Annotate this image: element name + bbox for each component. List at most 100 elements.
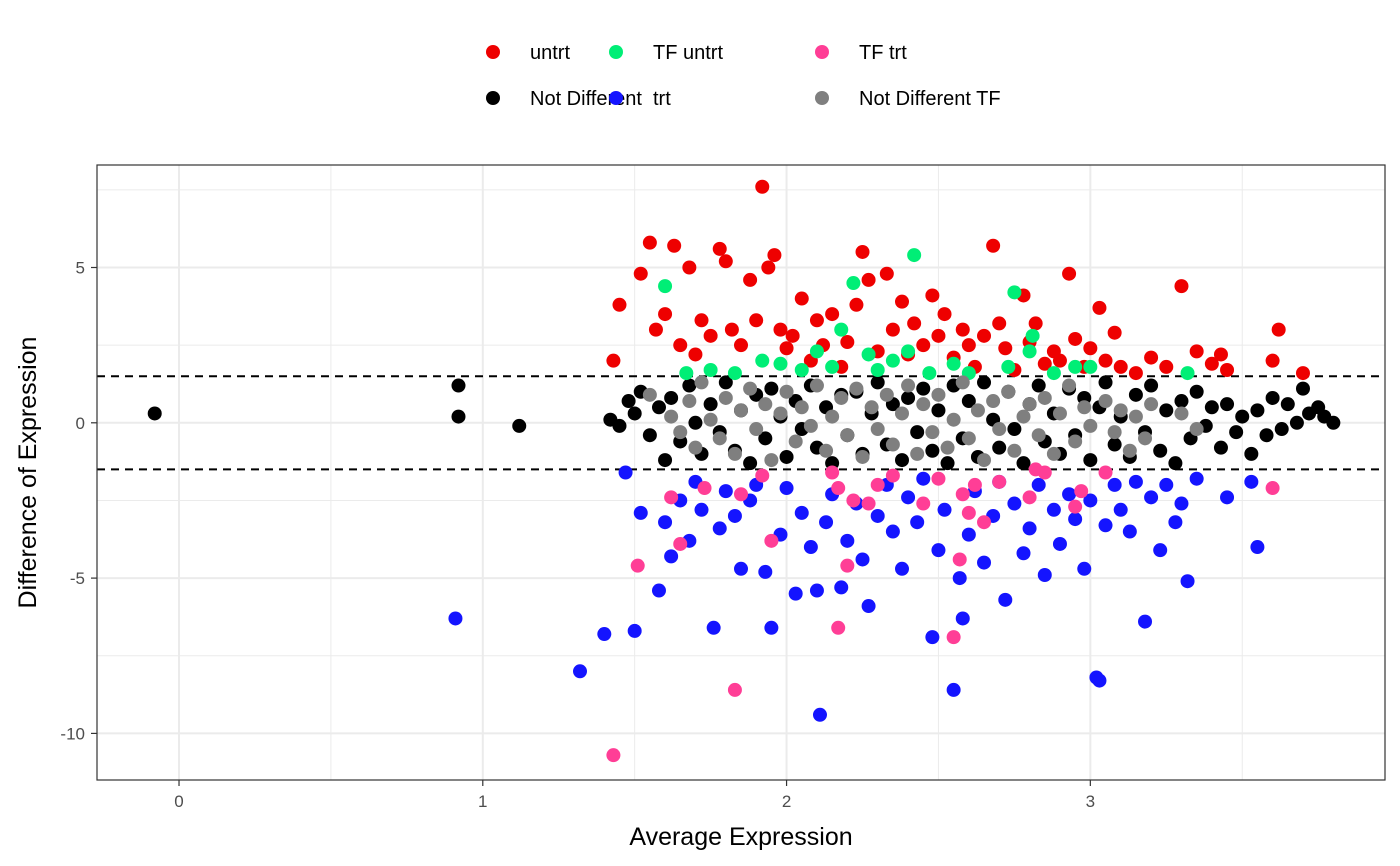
data-point bbox=[931, 328, 946, 343]
data-point bbox=[819, 515, 834, 530]
data-point bbox=[1144, 378, 1159, 393]
data-point bbox=[861, 496, 876, 511]
data-point bbox=[803, 540, 818, 555]
data-point bbox=[840, 428, 855, 443]
data-point bbox=[451, 409, 466, 424]
data-point bbox=[946, 356, 961, 371]
data-point bbox=[764, 453, 779, 468]
data-point bbox=[840, 533, 855, 548]
data-point bbox=[448, 611, 463, 626]
data-point bbox=[885, 468, 900, 483]
data-point bbox=[825, 465, 840, 480]
data-point bbox=[910, 425, 925, 440]
data-point bbox=[734, 487, 748, 502]
data-point bbox=[1092, 673, 1107, 688]
series-untrt bbox=[606, 179, 1310, 381]
data-point bbox=[955, 487, 970, 502]
data-point bbox=[703, 328, 718, 343]
data-point bbox=[664, 549, 679, 564]
data-point bbox=[761, 260, 776, 275]
data-point bbox=[451, 378, 466, 393]
data-point bbox=[727, 508, 742, 523]
data-point bbox=[977, 555, 992, 570]
data-point bbox=[1250, 403, 1265, 418]
data-point bbox=[788, 434, 803, 449]
data-point bbox=[1028, 316, 1043, 331]
data-point bbox=[694, 502, 709, 517]
data-point bbox=[855, 552, 870, 567]
data-point bbox=[651, 400, 666, 415]
legend-key bbox=[486, 45, 500, 59]
data-point bbox=[1113, 403, 1128, 418]
data-point bbox=[627, 623, 642, 638]
data-point bbox=[1235, 409, 1250, 424]
data-point bbox=[1128, 366, 1143, 381]
data-point bbox=[627, 406, 642, 421]
data-point bbox=[1062, 378, 1077, 393]
data-point bbox=[1083, 453, 1098, 468]
data-point bbox=[630, 558, 645, 573]
data-point bbox=[1265, 353, 1280, 368]
data-point bbox=[910, 446, 925, 461]
data-point bbox=[1250, 540, 1265, 555]
data-point bbox=[606, 353, 621, 368]
data-point bbox=[664, 390, 679, 405]
data-point bbox=[758, 431, 773, 446]
data-point bbox=[1083, 359, 1098, 374]
data-point bbox=[925, 425, 940, 440]
data-point bbox=[1265, 481, 1280, 496]
data-point bbox=[1007, 443, 1022, 458]
data-point bbox=[916, 381, 931, 396]
data-point bbox=[916, 397, 931, 412]
data-point bbox=[1062, 266, 1077, 281]
data-point bbox=[955, 611, 970, 626]
data-point bbox=[940, 456, 955, 471]
data-point bbox=[718, 375, 733, 390]
data-point bbox=[1138, 614, 1153, 629]
data-point bbox=[946, 412, 961, 427]
data-point bbox=[1213, 440, 1228, 455]
data-point bbox=[755, 353, 770, 368]
data-point bbox=[1122, 524, 1137, 539]
data-point bbox=[901, 390, 916, 405]
data-point bbox=[809, 313, 824, 328]
data-point bbox=[1295, 366, 1310, 381]
data-point bbox=[767, 248, 782, 263]
data-point bbox=[937, 307, 952, 322]
data-point bbox=[794, 505, 809, 520]
data-point bbox=[673, 425, 688, 440]
data-point bbox=[755, 179, 770, 194]
data-point bbox=[961, 431, 976, 446]
data-point bbox=[1052, 406, 1067, 421]
data-point bbox=[682, 260, 697, 275]
data-point bbox=[1083, 418, 1098, 433]
data-point bbox=[703, 412, 718, 427]
data-point bbox=[1189, 422, 1204, 437]
data-point bbox=[667, 238, 682, 253]
data-point bbox=[651, 583, 666, 598]
data-point bbox=[712, 521, 727, 536]
data-point bbox=[1016, 546, 1031, 561]
data-point bbox=[794, 400, 809, 415]
data-point bbox=[764, 381, 779, 396]
data-point bbox=[688, 440, 703, 455]
data-point bbox=[743, 381, 758, 396]
data-point bbox=[1037, 465, 1052, 480]
legend-key bbox=[609, 45, 623, 59]
data-point bbox=[703, 397, 718, 412]
data-point bbox=[727, 682, 742, 697]
data-point bbox=[718, 484, 733, 499]
data-point bbox=[755, 468, 770, 483]
data-point bbox=[1037, 390, 1052, 405]
data-point bbox=[879, 387, 894, 402]
data-points bbox=[147, 179, 1341, 763]
y-tick-label: 0 bbox=[76, 414, 85, 433]
data-point bbox=[1168, 515, 1183, 530]
data-point bbox=[1098, 375, 1113, 390]
data-point bbox=[1052, 353, 1067, 368]
data-point bbox=[1113, 502, 1128, 517]
data-point bbox=[1153, 543, 1168, 558]
data-point bbox=[910, 515, 925, 530]
data-point bbox=[870, 422, 885, 437]
